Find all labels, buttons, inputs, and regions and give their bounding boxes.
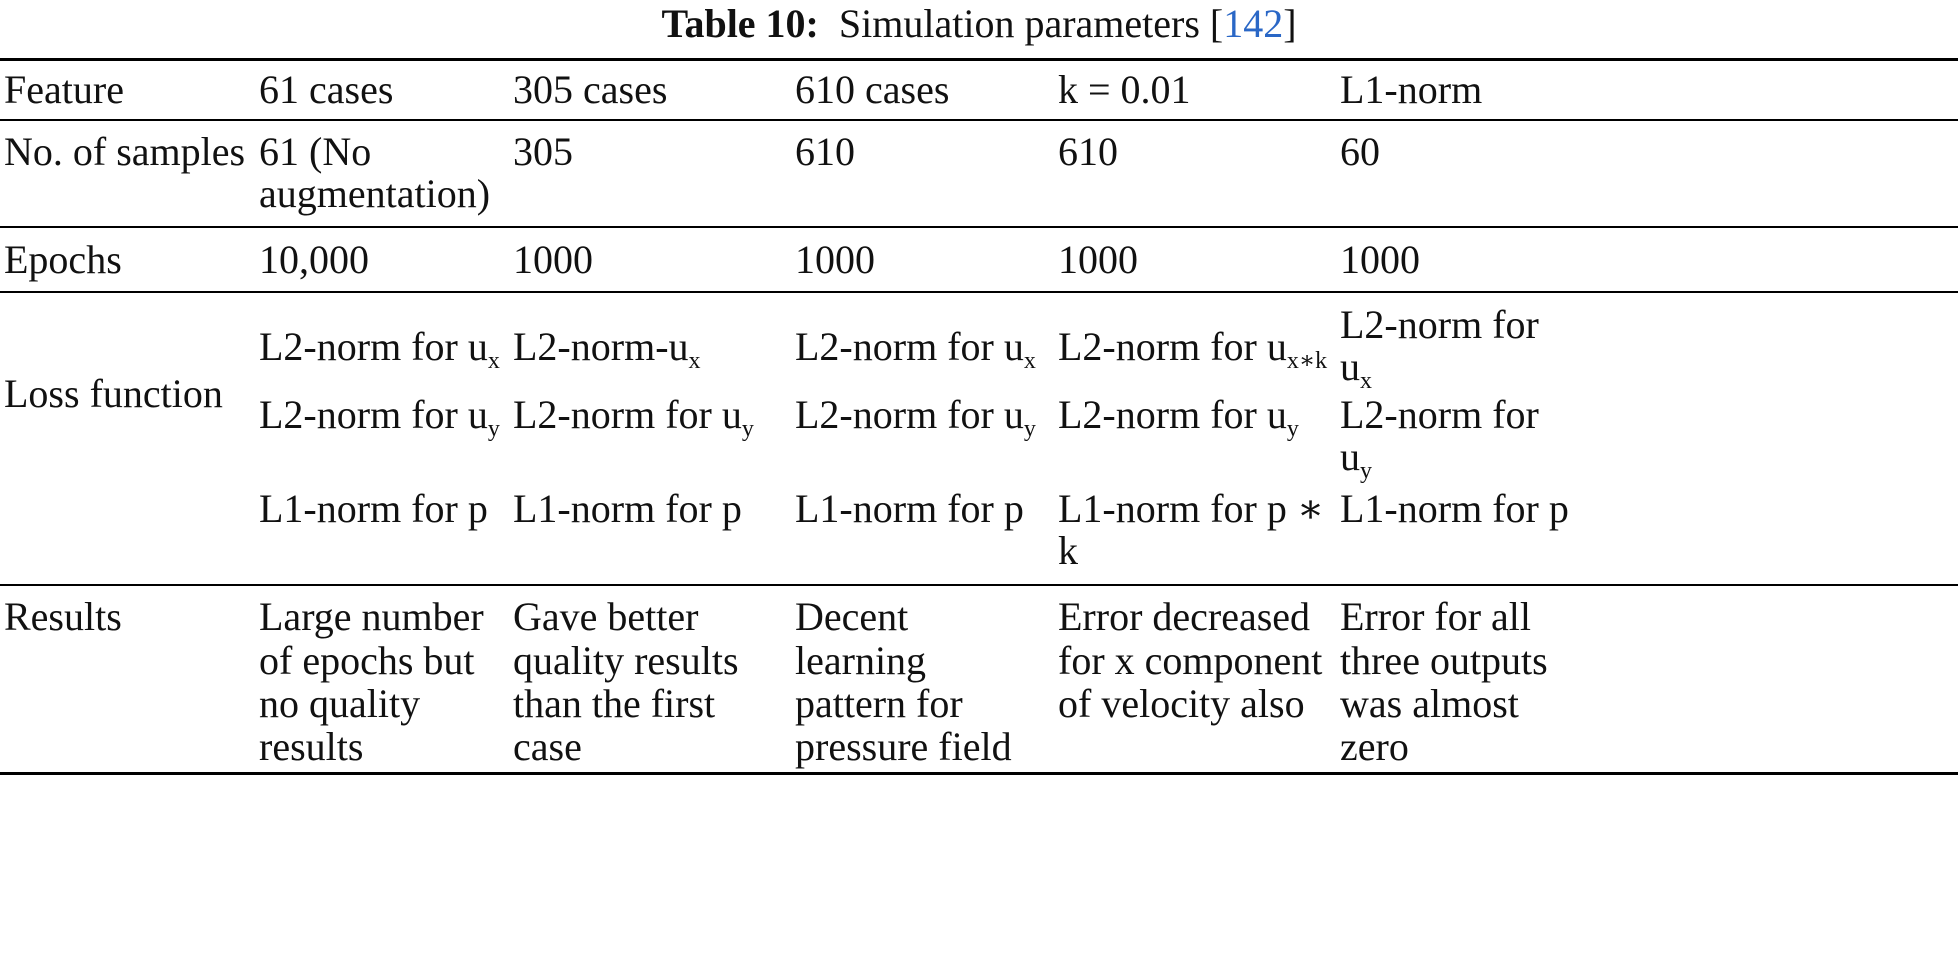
results-c3-l1: Decent	[795, 594, 909, 639]
loss-c2-uy: L2-norm for uy	[513, 392, 754, 442]
loss-c3-uy: L2-norm for uy	[795, 392, 1036, 442]
loss-c1-uy: L2-norm for uy	[259, 392, 500, 442]
loss-c2-ux: L2-norm-ux	[513, 324, 701, 374]
table-caption: Table 10: Simulation parameters [142]	[0, 0, 1958, 48]
header-61-cases: 61 cases	[259, 67, 394, 112]
header-feature: Feature	[4, 67, 124, 112]
results-c3-l2: learning	[795, 638, 927, 683]
samples-c2: 305	[513, 129, 573, 174]
citation-link[interactable]: 142	[1223, 1, 1284, 46]
loss-c5-ux-line2: ux	[1340, 344, 1372, 394]
epochs-c3: 1000	[795, 237, 875, 282]
loss-c1-p: L1-norm for p	[259, 486, 488, 531]
loss-c5-ux-line1: L2-norm for	[1340, 302, 1539, 347]
loss-label: Loss function	[4, 371, 223, 416]
results-c1-l1: Large number	[259, 594, 484, 639]
epochs-c2: 1000	[513, 237, 593, 282]
header-305-cases: 305 cases	[513, 67, 668, 112]
samples-c1-line2: augmentation)	[259, 171, 491, 216]
caption-text: Simulation parameters [	[838, 1, 1224, 46]
samples-label: No. of samples	[4, 129, 246, 174]
loss-c5-p: L1-norm for p	[1340, 486, 1569, 531]
top-rule	[0, 58, 1958, 61]
results-c3-l4: pressure field	[795, 724, 1012, 769]
row-rule	[0, 584, 1958, 586]
loss-c3-p: L1-norm for p	[795, 486, 1024, 531]
header-610-cases: 610 cases	[795, 67, 950, 112]
row-rule	[0, 226, 1958, 228]
results-c1-l4: results	[259, 724, 364, 769]
results-c5-l2: three outputs	[1340, 638, 1548, 683]
results-c1-l2: of epochs but	[259, 638, 475, 683]
results-c4-l3: of velocity also	[1058, 681, 1305, 726]
loss-c5-uy-line2: uy	[1340, 434, 1372, 484]
epochs-c1: 10,000	[259, 237, 369, 282]
caption-close: ]	[1283, 1, 1297, 46]
loss-c4-uxk: L2-norm for ux∗k	[1058, 324, 1328, 374]
bottom-rule	[0, 772, 1958, 775]
caption-label: Table 10:	[661, 1, 819, 46]
samples-c1-line1: 61 (No	[259, 129, 372, 174]
loss-c3-ux: L2-norm for ux	[795, 324, 1036, 374]
epochs-c5: 1000	[1340, 237, 1420, 282]
row-rule	[0, 291, 1958, 293]
results-c5-l4: zero	[1340, 724, 1409, 769]
header-k-value: k = 0.01	[1058, 67, 1191, 112]
results-c2-l3: than the first	[513, 681, 716, 726]
loss-c4-p-line1: L1-norm for p ∗	[1058, 486, 1325, 531]
samples-c5: 60	[1340, 129, 1380, 174]
results-label: Results	[4, 594, 122, 639]
results-c2-l2: quality results	[513, 638, 739, 683]
results-c2-l4: case	[513, 724, 582, 769]
loss-c1-ux: L2-norm for ux	[259, 324, 500, 374]
loss-c4-uy: L2-norm for uy	[1058, 392, 1299, 442]
results-c1-l3: no quality	[259, 681, 421, 726]
results-c5-l3: was almost	[1340, 681, 1519, 726]
epochs-label: Epochs	[4, 237, 122, 282]
samples-c3: 610	[795, 129, 855, 174]
epochs-c4: 1000	[1058, 237, 1138, 282]
results-c3-l3: pattern for	[795, 681, 963, 726]
results-c2-l1: Gave better	[513, 594, 699, 639]
samples-c4: 610	[1058, 129, 1118, 174]
results-c4-l2: for x component	[1058, 638, 1323, 683]
loss-c2-p: L1-norm for p	[513, 486, 742, 531]
header-l1-norm: L1-norm	[1340, 67, 1483, 112]
results-c4-l1: Error decreased	[1058, 594, 1311, 639]
loss-c4-p-line2: k	[1058, 528, 1078, 573]
header-rule	[0, 119, 1958, 121]
loss-c5-uy-line1: L2-norm for	[1340, 392, 1539, 437]
results-c5-l1: Error for all	[1340, 594, 1532, 639]
